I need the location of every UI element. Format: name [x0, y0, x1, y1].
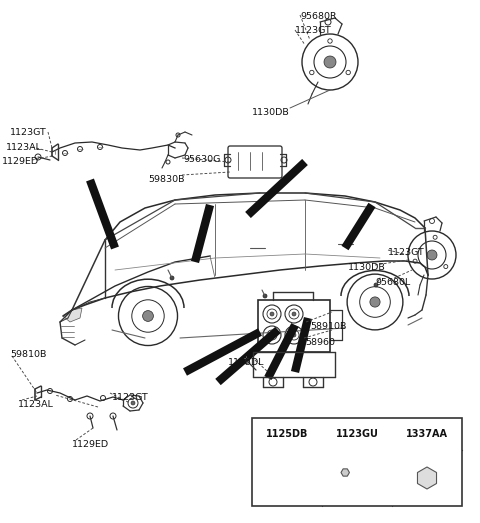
Circle shape	[374, 283, 378, 287]
Circle shape	[270, 333, 274, 337]
Text: 59830B: 59830B	[148, 175, 184, 184]
Text: 58910B: 58910B	[310, 322, 347, 331]
Text: 1123AL: 1123AL	[6, 143, 42, 152]
Circle shape	[370, 297, 380, 307]
Circle shape	[292, 312, 296, 316]
Text: 1123GT: 1123GT	[295, 26, 332, 35]
Bar	[252, 418, 462, 506]
Text: 1129ED: 1129ED	[2, 157, 39, 166]
Text: 95680L: 95680L	[375, 278, 410, 287]
Polygon shape	[418, 467, 436, 489]
Text: 59810B: 59810B	[10, 350, 47, 359]
Circle shape	[131, 401, 135, 405]
Text: 58960: 58960	[305, 338, 335, 347]
Text: 95680R: 95680R	[300, 12, 336, 21]
Circle shape	[324, 56, 336, 68]
Polygon shape	[341, 469, 349, 476]
Polygon shape	[63, 308, 82, 322]
Text: 1337AA: 1337AA	[406, 429, 448, 439]
Text: 1129ED: 1129ED	[72, 440, 109, 449]
Circle shape	[427, 250, 437, 260]
Text: 1130DB: 1130DB	[348, 263, 386, 272]
Text: 1123AL: 1123AL	[18, 400, 54, 409]
Text: 1123GU: 1123GU	[336, 429, 378, 439]
Text: 1130DB: 1130DB	[252, 108, 290, 117]
Circle shape	[143, 311, 154, 322]
Text: 1123GT: 1123GT	[112, 393, 149, 402]
Text: 1125DB: 1125DB	[266, 429, 308, 439]
Bar	[258, 300, 330, 352]
Circle shape	[263, 294, 267, 298]
Circle shape	[292, 333, 296, 337]
Circle shape	[421, 472, 433, 484]
Text: 1123GT: 1123GT	[10, 128, 47, 137]
Text: 1123GT: 1123GT	[388, 248, 425, 257]
Text: 95630G: 95630G	[183, 155, 220, 164]
Text: 1125DL: 1125DL	[228, 358, 264, 367]
Circle shape	[170, 276, 174, 280]
Circle shape	[270, 312, 274, 316]
